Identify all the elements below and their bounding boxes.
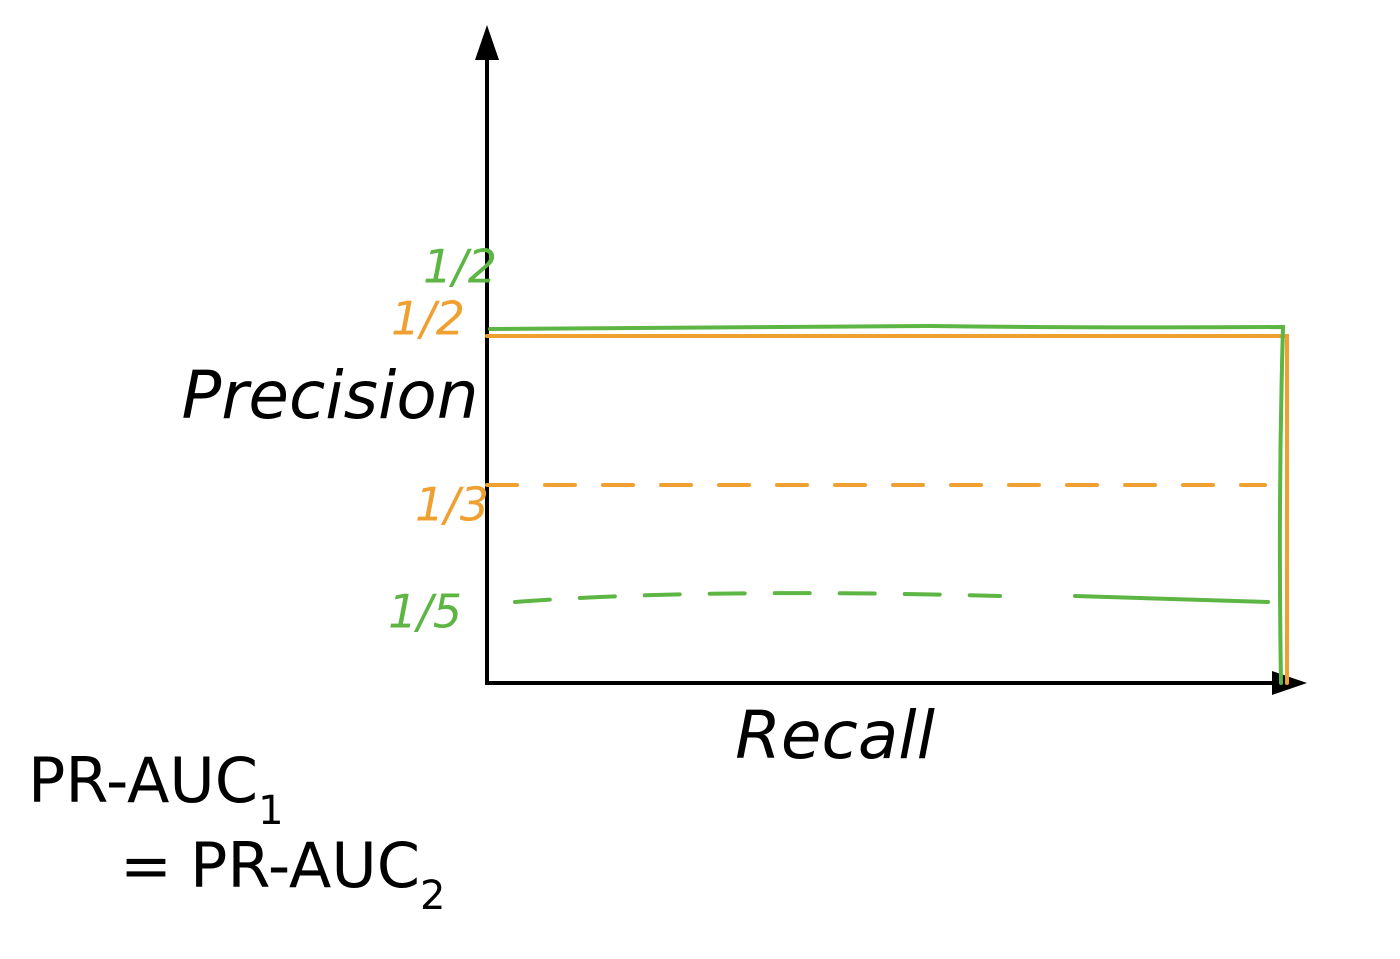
equation-equals: =	[120, 829, 172, 902]
level-label: 1/5	[388, 585, 462, 639]
x-axis-label: Recall	[735, 697, 936, 774]
green-baseline-end	[1073, 594, 1270, 604]
equation-sub: 1	[258, 788, 283, 834]
green-curve	[488, 323, 1286, 685]
level-label: 1/2	[423, 240, 497, 294]
level-label: 1/3	[415, 478, 489, 532]
equation-right: = PR-AUC2	[120, 829, 445, 919]
x-arrow	[1272, 671, 1307, 695]
green-baseline	[513, 591, 1002, 604]
equation-left: PR-AUC1	[28, 744, 284, 834]
y-arrow	[475, 25, 499, 60]
equation-sub: 2	[420, 873, 445, 919]
equation-term: PR-AUC	[28, 744, 258, 817]
level-label: 1/2	[391, 292, 465, 346]
y-axis-label: Precision	[181, 357, 478, 434]
equation-term: PR-AUC	[190, 829, 420, 902]
orange-curve	[485, 334, 1289, 685]
